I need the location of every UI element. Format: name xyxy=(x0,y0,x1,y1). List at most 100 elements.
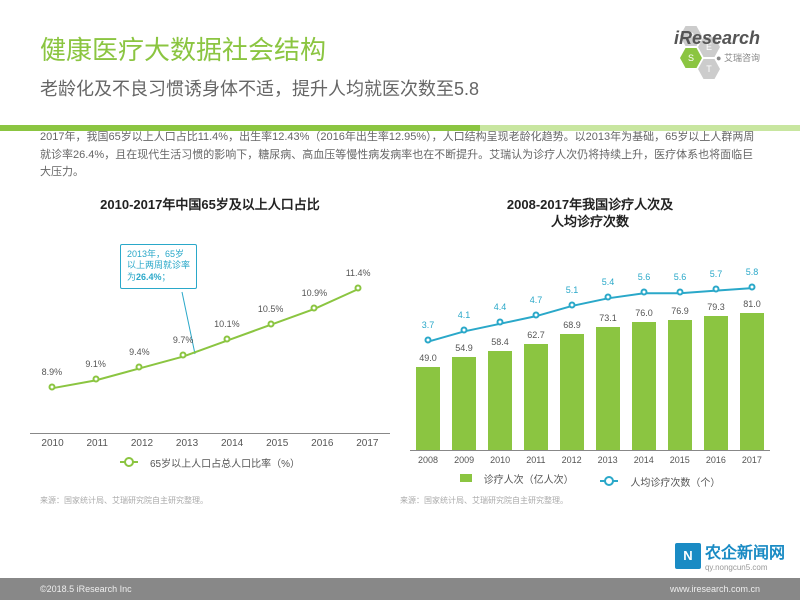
xaxis-tick: 2015 xyxy=(266,438,288,449)
chart1-label: 9.4% xyxy=(129,347,150,357)
chart2-bar: 54.9 xyxy=(452,357,475,449)
chart1-point xyxy=(267,320,274,327)
xaxis-tick: 2014 xyxy=(221,438,243,449)
chart2-line-label: 4.1 xyxy=(458,310,471,320)
bar-label: 62.7 xyxy=(524,330,547,340)
logo-sub: ● 艾瑞咨询 xyxy=(674,51,760,64)
xaxis-tick: 2008 xyxy=(418,455,438,465)
chart1-point xyxy=(311,304,318,311)
chart1-label: 10.5% xyxy=(258,304,284,314)
chart-elderly-ratio: 2010-2017年中国65岁及以上人口占比 2013年，65岁 以上两周就诊率… xyxy=(30,197,390,489)
chart1-point xyxy=(92,376,99,383)
chart2-line-label: 5.7 xyxy=(710,269,723,279)
chart2-bar: 76.0 xyxy=(632,322,655,450)
page-title: 健康医疗大数据社会结构 xyxy=(40,30,760,67)
xaxis-tick: 2016 xyxy=(706,455,726,465)
chart1-title: 2010-2017年中国65岁及以上人口占比 xyxy=(30,197,390,214)
legend-line2-icon xyxy=(600,480,618,482)
xaxis-tick: 2015 xyxy=(670,455,690,465)
chart1-label: 9.7% xyxy=(173,335,194,345)
bar-label: 79.3 xyxy=(704,302,727,312)
xaxis-tick: 2013 xyxy=(176,438,198,449)
bar-label: 68.9 xyxy=(560,320,583,330)
chart1-point xyxy=(180,352,187,359)
chart2-line-label: 3.7 xyxy=(422,320,435,330)
chart2-line-label: 5.4 xyxy=(602,277,615,287)
xaxis-tick: 2014 xyxy=(634,455,654,465)
chart1-callout: 2013年，65岁 以上两周就诊率 为26.4%； xyxy=(120,244,197,289)
chart2-point xyxy=(713,286,720,293)
chart1-label: 10.1% xyxy=(214,319,240,329)
source-left: 来源：国家统计局、艾瑞研究院自主研究整理。 xyxy=(40,495,400,506)
chart2-line-label: 5.8 xyxy=(746,267,759,277)
chart1-xaxis: 2010 2011 2012 2013 2014 2015 2016 2017 xyxy=(30,438,390,449)
chart1-label: 8.9% xyxy=(42,367,63,377)
xaxis-tick: 2017 xyxy=(356,438,378,449)
chart2-point xyxy=(605,293,612,300)
chart2-point xyxy=(461,327,468,334)
chart2-line-label: 5.6 xyxy=(638,272,651,282)
page-subtitle: 老龄化及不良习惯诱身体不适，提升人均就医次数至5.8 xyxy=(40,75,760,101)
chart1-point xyxy=(136,364,143,371)
chart2-bar: 81.0 xyxy=(740,313,763,449)
chart-visits: 2008-2017年我国诊疗人次及人均诊疗次数 49.0 54.9 58.4 62.7… xyxy=(410,197,770,489)
xaxis-tick: 2012 xyxy=(562,455,582,465)
footer-copyright: ©2018.5 iResearch Inc xyxy=(40,584,132,594)
chart1-legend: 65岁以上人口占总人口比率（%） xyxy=(30,455,390,470)
xaxis-tick: 2011 xyxy=(86,438,108,449)
chart2-point xyxy=(749,283,756,290)
xaxis-tick: 2012 xyxy=(131,438,153,449)
footer-url: www.iresearch.com.cn xyxy=(670,584,760,594)
xaxis-tick: 2010 xyxy=(41,438,63,449)
chart2-line-label: 5.1 xyxy=(566,285,579,295)
chart2-point xyxy=(641,288,648,295)
logo: iResearch ● 艾瑞咨询 xyxy=(674,28,760,64)
chart2-line-label: 4.4 xyxy=(494,302,507,312)
body-paragraph: 2017年，我国65岁以上人口占比11.4%，出生率12.43%（2016年出生… xyxy=(0,111,800,182)
chart2-point xyxy=(425,337,432,344)
bar-label: 81.0 xyxy=(740,299,763,309)
chart2-title: 2008-2017年我国诊疗人次及人均诊疗次数 xyxy=(410,197,770,231)
chart2-bar: 76.9 xyxy=(668,320,691,449)
chart1-point xyxy=(223,336,230,343)
footer: ©2018.5 iResearch Inc www.iresearch.com.… xyxy=(0,578,800,600)
chart1-label: 10.9% xyxy=(302,288,328,298)
xaxis-tick: 2016 xyxy=(311,438,333,449)
chart2-point xyxy=(677,288,684,295)
bar-label: 54.9 xyxy=(452,343,475,353)
chart2-xaxis: 2008 2009 2010 2011 2012 2013 2014 2015 2016 2017 xyxy=(410,455,770,465)
legend-line-icon xyxy=(120,461,138,463)
chart2-bar: 58.4 xyxy=(488,351,511,449)
chart2-legend: 诊疗人次（亿人次） 人均诊疗次数（个） xyxy=(410,471,770,489)
chart1-label: 9.1% xyxy=(85,359,106,369)
bar-label: 73.1 xyxy=(596,313,619,323)
chart2-bar: 73.1 xyxy=(596,327,619,450)
xaxis-tick: 2010 xyxy=(490,455,510,465)
source-right: 来源：国家统计局、艾瑞研究院自主研究整理。 xyxy=(400,495,760,506)
xaxis-tick: 2009 xyxy=(454,455,474,465)
chart2-bar: 49.0 xyxy=(416,367,439,449)
watermark: N 农企新闻网 qy.nongcun5.com xyxy=(675,539,785,572)
bar-label: 49.0 xyxy=(416,353,439,363)
chart2-line-label: 5.6 xyxy=(674,272,687,282)
bar-label: 76.0 xyxy=(632,308,655,318)
bar-label: 76.9 xyxy=(668,306,691,316)
xaxis-tick: 2011 xyxy=(526,455,545,465)
chart2-bar: 62.7 xyxy=(524,344,547,449)
chart2-bar: 68.9 xyxy=(560,334,583,450)
chart2-point xyxy=(569,301,576,308)
chart1-label: 11.4% xyxy=(346,268,371,278)
bar-label: 58.4 xyxy=(488,337,511,347)
chart2-bar: 79.3 xyxy=(704,316,727,449)
chart1-point xyxy=(48,383,55,390)
xaxis-tick: 2013 xyxy=(598,455,618,465)
watermark-icon: N xyxy=(675,543,701,569)
xaxis-tick: 2017 xyxy=(742,455,762,465)
chart2-point xyxy=(497,319,504,326)
divider-bar xyxy=(0,125,800,131)
chart1-point xyxy=(355,284,362,291)
chart2-line-label: 4.7 xyxy=(530,295,543,305)
chart2-point xyxy=(533,311,540,318)
logo-main: iResearch xyxy=(674,28,760,49)
legend-bar-icon xyxy=(460,474,472,482)
